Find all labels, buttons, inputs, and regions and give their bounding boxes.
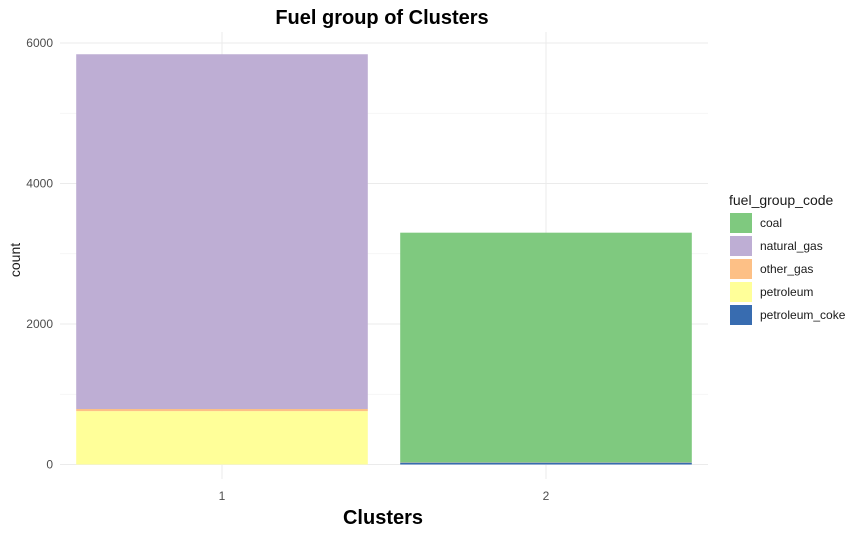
legend-label-coal: coal: [760, 216, 782, 230]
legend: fuel_group_code coal natural_gas other_gas…: [729, 192, 846, 325]
bar-segment-petroleum-coke: [400, 462, 692, 465]
y-tick-label: 2000: [26, 317, 53, 331]
bar-segment-natural-gas: [76, 54, 368, 410]
chart-title: Fuel group of Clusters: [275, 7, 488, 29]
legend-label-petroleum-coke: petroleum_coke: [760, 308, 846, 322]
legend-key-other-gas: [730, 259, 752, 279]
legend-key-natural-gas: [730, 236, 752, 256]
x-tick-label: 1: [219, 489, 226, 503]
legend-label-natural-gas: natural_gas: [760, 239, 823, 253]
bars: [76, 54, 692, 465]
bar-segment-petroleum: [400, 462, 692, 463]
x-tick-label: 2: [543, 489, 550, 503]
legend-title: fuel_group_code: [729, 192, 834, 208]
y-tick-label: 0: [46, 458, 53, 472]
y-tick-label: 6000: [26, 36, 53, 50]
y-axis-label: count: [7, 243, 23, 277]
x-axis-label: Clusters: [343, 507, 423, 529]
legend-label-other-gas: other_gas: [760, 262, 813, 276]
bar-segment-coal: [400, 232, 692, 463]
legend-label-petroleum: petroleum: [760, 285, 813, 299]
legend-key-petroleum-coke: [730, 305, 752, 325]
y-axis-ticks: 0 2000 4000 6000: [26, 36, 53, 472]
bar-segment-other-gas: [76, 409, 368, 412]
y-tick-label: 4000: [26, 177, 53, 191]
legend-key-coal: [730, 213, 752, 233]
bar-segment-petroleum: [76, 411, 368, 465]
legend-key-petroleum: [730, 282, 752, 302]
